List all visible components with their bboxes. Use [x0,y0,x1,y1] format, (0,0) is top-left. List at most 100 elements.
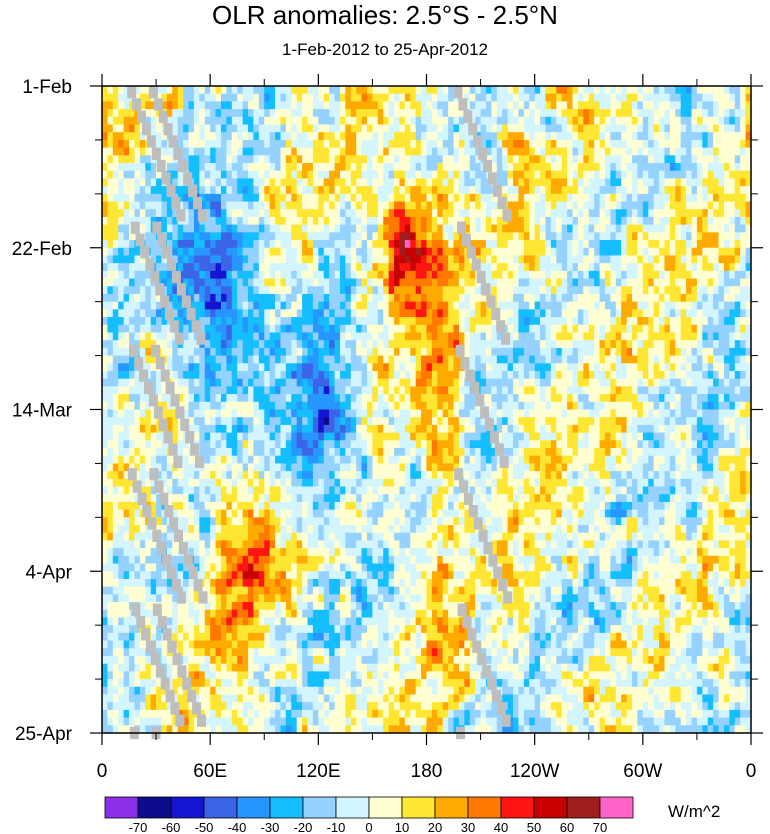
olr-cell [404,109,411,118]
olr-cell [253,263,260,272]
olr-cell [491,386,498,395]
olr-cell [145,394,152,403]
olr-cell [469,139,476,149]
olr-cell [312,363,319,372]
olr-cell [404,163,411,172]
olr-cell [588,363,595,372]
olr-cell [485,139,492,149]
olr-cell [339,286,346,295]
olr-cell [361,386,368,395]
olr-cell [193,363,200,372]
olr-cell [323,224,330,233]
olr-cell [529,240,536,249]
olr-cell [242,209,249,218]
olr-cell [248,163,255,172]
olr-cell [518,124,525,133]
olr-cell [112,278,119,287]
olr-cell [653,270,660,280]
olr-cell [431,139,438,149]
olr-cell [215,155,222,164]
olr-cell [610,270,617,280]
olr-cell [415,378,422,387]
olr-cell [231,240,238,249]
olr-cell [675,186,682,195]
olr-cell [372,401,379,411]
olr-cell [610,394,617,403]
olr-cell [545,324,552,334]
olr-cell [248,186,255,195]
olr-cell [339,363,346,372]
olr-cell [329,324,336,334]
olr-cell [740,101,747,110]
olr-cell [464,255,471,264]
olr-cell [367,163,374,172]
olr-cell [637,124,644,133]
olr-cell [745,193,752,203]
olr-cell [518,386,525,395]
olr-cell [275,378,282,387]
olr-cell [296,394,303,403]
olr-cell [480,109,487,118]
olr-cell [485,109,492,118]
olr-cell [253,309,260,318]
olr-cell [356,216,363,226]
olr-cell [231,86,238,95]
olr-cell [318,193,325,203]
olr-cell [594,347,601,357]
olr-cell [291,193,298,203]
olr-cell [377,309,384,318]
olr-cell [637,186,644,195]
olr-cell [210,270,217,280]
olr-cell [215,170,222,180]
olr-cell [469,170,476,180]
olr-cell [691,209,698,218]
olr-cell [642,109,649,118]
olr-cell [356,124,363,133]
olr-cell [193,139,200,149]
olr-cell [480,209,487,218]
olr-cell [686,355,693,364]
olr-cell [518,155,525,164]
olr-cell [696,255,703,264]
olr-cell [177,263,184,272]
olr-cell [529,332,536,341]
olr-cell [680,209,687,218]
olr-cell [723,363,730,372]
olr-cell [264,370,271,380]
olr-cell [242,370,249,380]
olr-cell [664,209,671,218]
olr-cell [426,386,433,395]
olr-cell [599,232,606,241]
olr-cell [577,116,584,126]
olr-cell [367,124,374,133]
olr-cell [442,86,449,95]
olr-cell [632,255,639,264]
olr-cell [523,201,530,210]
olr-cell [518,270,525,280]
olr-cell [329,147,336,156]
olr-cell [632,355,639,364]
olr-cell [129,109,136,118]
olr-cell [583,147,590,156]
olr-cell [215,340,222,349]
olr-cell [107,332,114,341]
olr-cell [723,178,730,187]
olr-cell [394,201,401,210]
olr-cell [529,324,536,334]
olr-cell [431,286,438,295]
olr-cell [253,178,260,187]
olr-cell [637,86,644,95]
olr-cell [453,139,460,149]
olr-cell [740,386,747,395]
olr-cell [302,124,309,133]
olr-cell [204,116,211,126]
olr-cell [740,216,747,226]
olr-cell [702,278,709,287]
olr-cell [296,124,303,133]
olr-cell [410,247,417,257]
olr-cell [485,86,492,95]
olr-cell [102,101,109,110]
olr-cell [210,224,217,233]
olr-cell [707,216,714,226]
olr-cell [594,394,601,403]
